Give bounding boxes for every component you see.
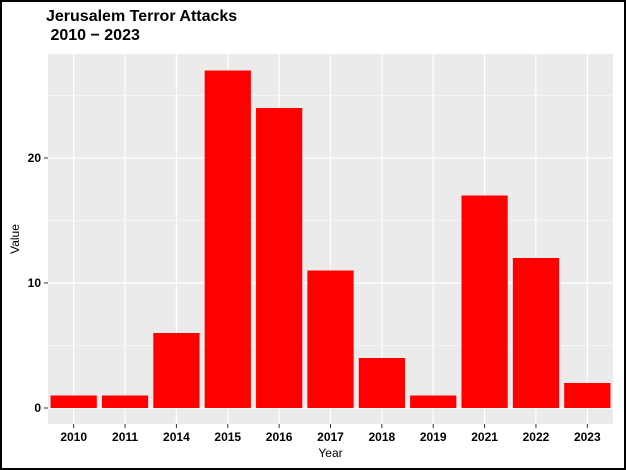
y-axis-ticks: 0 10 20 (28, 151, 48, 415)
bar-2014 (153, 333, 200, 408)
bar-2010 (50, 395, 97, 408)
x-tick-label: 2016 (266, 430, 293, 444)
x-tick-label: 2015 (214, 430, 241, 444)
y-axis-title: Value (8, 224, 22, 254)
y-tick-label: 10 (28, 276, 42, 290)
x-tick-label: 2022 (523, 430, 550, 444)
x-tick-label: 2017 (317, 430, 344, 444)
x-tick-label: 2023 (574, 430, 601, 444)
bar-2022 (512, 258, 560, 408)
x-axis-title: Year (318, 446, 342, 460)
x-tick-label: 2014 (163, 430, 190, 444)
y-tick-label: 20 (28, 151, 42, 165)
x-tick-label: 2011 (112, 430, 138, 444)
chart-title: Jerusalem Terror Attacks 2010 − 2023 (46, 7, 237, 45)
x-tick-label: 2010 (60, 430, 87, 444)
bar-2015 (204, 70, 251, 408)
x-tick-label: 2019 (420, 430, 447, 444)
x-tick-label: 2021 (471, 430, 498, 444)
bar-2011 (101, 395, 149, 408)
bars (50, 70, 611, 408)
y-tick-label: 0 (34, 401, 41, 415)
chart-title-line1: Jerusalem Terror Attacks (46, 8, 238, 25)
bar-2023 (564, 383, 611, 408)
chart-title-line2: 2010 − 2023 (46, 27, 140, 44)
bar-2019 (410, 395, 457, 408)
x-tick-label: 2018 (369, 430, 396, 444)
bar-2016 (256, 108, 303, 408)
bar-2021 (461, 195, 508, 408)
x-axis-ticks: 2010 2011 2014 2015 2016 2017 2018 2019 2021 2022… (60, 424, 601, 444)
bar-2018 (358, 358, 405, 408)
bar-2017 (307, 270, 354, 408)
